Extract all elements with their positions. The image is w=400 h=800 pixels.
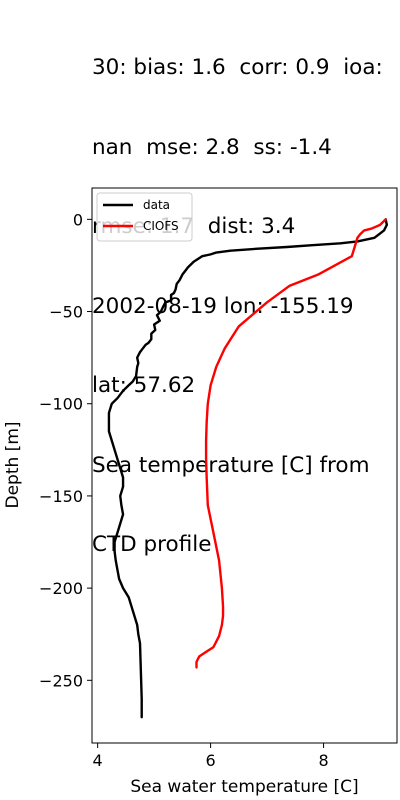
- y-tick-label: −250: [39, 671, 83, 690]
- y-tick-label: −100: [39, 395, 83, 414]
- title-line: lat: 57.62: [92, 373, 196, 398]
- legend: data CIOFS: [96, 192, 193, 242]
- series-line-data: [107, 218, 389, 719]
- x-tick-label: 6: [206, 751, 216, 770]
- plot-frame: [91, 187, 398, 744]
- title-line: 2002-08-19 lon: -155.19: [92, 293, 354, 319]
- series-layer: [107, 218, 389, 719]
- y-axis-label: Depth [m]: [3, 421, 23, 508]
- axes-layer: 4 6 8 0 −50 −100 −150 −200 −250: [39, 210, 329, 770]
- legend-label-ciofs: CIOFS: [143, 219, 179, 233]
- y-tick-label: −50: [49, 303, 83, 322]
- title-line: nan mse: 2.8 ss: -1.4: [92, 134, 332, 160]
- y-tick-label: −150: [39, 487, 83, 506]
- y-tick-label: −200: [39, 579, 83, 598]
- x-tick-label: 4: [93, 751, 103, 770]
- legend-label-data: data: [143, 198, 170, 212]
- x-axis-label: Sea water temperature [C]: [130, 777, 358, 797]
- series-line-ciofs: [195, 218, 387, 669]
- title-line: 30: bias: 1.6 corr: 0.9 ioa:: [92, 55, 383, 80]
- x-tick-label: 8: [318, 751, 328, 770]
- y-tick-label: 0: [73, 210, 83, 229]
